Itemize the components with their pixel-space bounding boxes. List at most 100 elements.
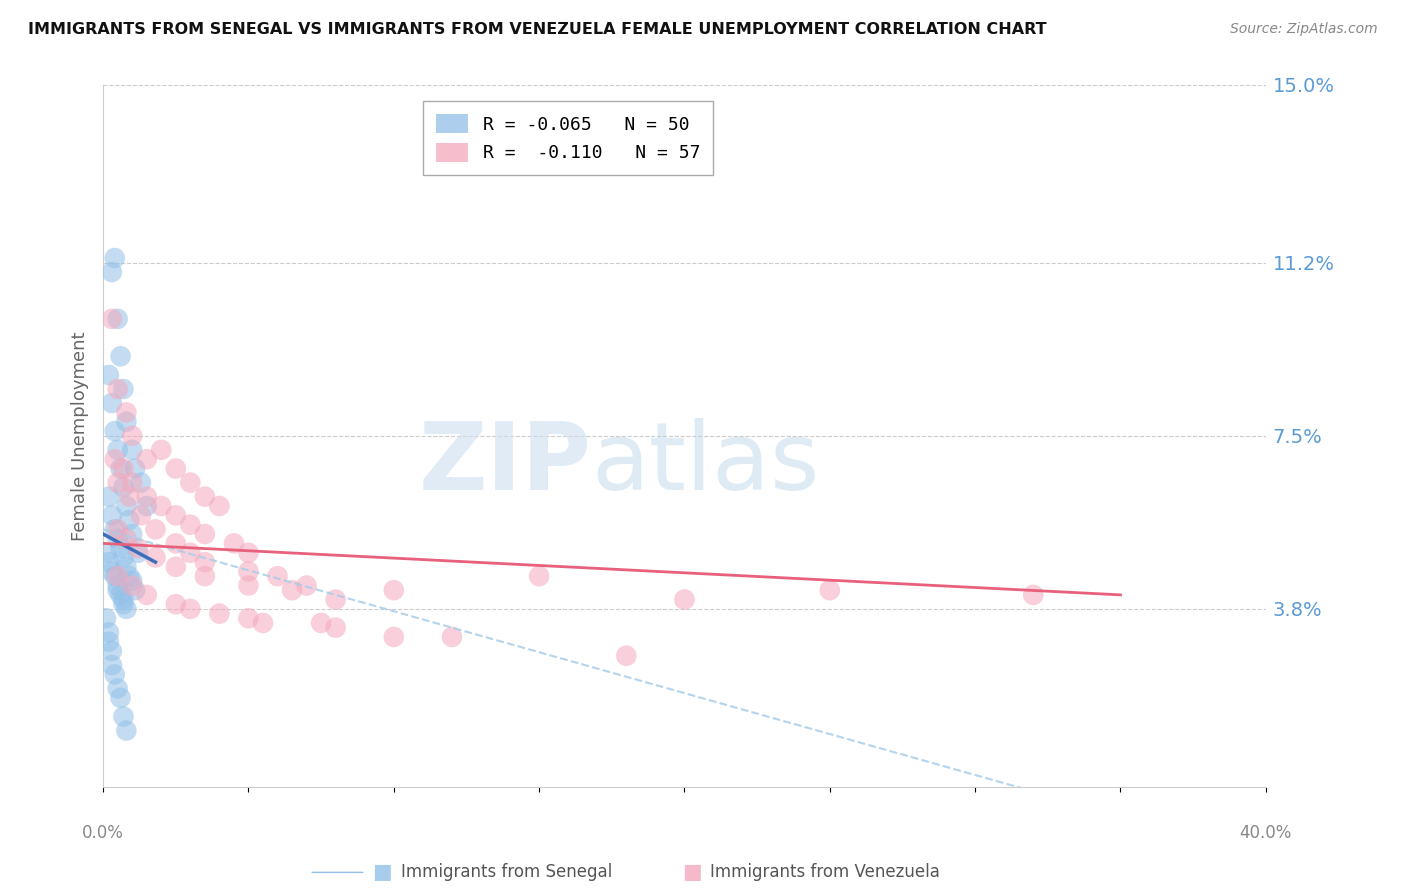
Point [110, 349, 132, 363]
Point [281, 583, 304, 598]
Point [179, 602, 201, 616]
Point [115, 723, 138, 738]
Point [165, 536, 187, 550]
Point [115, 405, 138, 419]
Point [818, 583, 841, 598]
Point [107, 475, 129, 490]
Point [382, 583, 405, 598]
Point [179, 517, 201, 532]
Point [165, 597, 187, 611]
Point [527, 569, 550, 583]
Point [110, 690, 132, 705]
Point [110, 588, 132, 602]
Point [325, 621, 347, 635]
Point [101, 508, 124, 523]
Point [165, 559, 187, 574]
Point [112, 592, 135, 607]
Point [101, 265, 124, 279]
Point [115, 602, 138, 616]
Text: atlas: atlas [592, 417, 820, 510]
Point [112, 597, 135, 611]
Point [129, 508, 152, 523]
Point [101, 565, 124, 579]
Point [165, 508, 187, 523]
Point [145, 550, 167, 565]
Point [266, 569, 288, 583]
Point [325, 592, 347, 607]
Point [115, 532, 138, 546]
Point [112, 550, 135, 565]
Text: IMMIGRANTS FROM SENEGAL VS IMMIGRANTS FROM VENEZUELA FEMALE UNEMPLOYMENT CORRELA: IMMIGRANTS FROM SENEGAL VS IMMIGRANTS FR… [28, 22, 1046, 37]
Point [104, 424, 127, 438]
Point [97, 625, 120, 640]
Point [121, 475, 143, 490]
Point [104, 452, 127, 467]
Point [107, 569, 129, 583]
Point [118, 513, 141, 527]
Point [135, 490, 157, 504]
Point [127, 541, 149, 555]
Point [614, 648, 637, 663]
Point [101, 644, 124, 658]
Point [118, 569, 141, 583]
Point [104, 569, 127, 583]
Point [101, 396, 124, 410]
Point [121, 527, 143, 541]
Point [118, 490, 141, 504]
Point [309, 615, 332, 630]
Point [112, 382, 135, 396]
Point [101, 658, 124, 673]
Text: ZIP: ZIP [419, 417, 592, 510]
Point [124, 583, 146, 598]
Point [107, 382, 129, 396]
Point [110, 461, 132, 475]
Point [107, 532, 129, 546]
Point [97, 368, 120, 382]
Point [121, 429, 143, 443]
Text: 0.0%: 0.0% [82, 824, 124, 842]
Text: ■: ■ [373, 863, 392, 882]
Point [101, 311, 124, 326]
Point [121, 574, 143, 588]
Point [112, 709, 135, 723]
Point [104, 522, 127, 536]
Point [135, 452, 157, 467]
Point [208, 607, 231, 621]
Point [104, 251, 127, 265]
Point [115, 559, 138, 574]
Text: Immigrants from Senegal: Immigrants from Senegal [401, 863, 612, 881]
Point [1022, 588, 1045, 602]
Point [121, 578, 143, 592]
Point [382, 630, 405, 644]
Point [129, 475, 152, 490]
Point [135, 499, 157, 513]
Point [115, 499, 138, 513]
Text: ■: ■ [682, 863, 702, 882]
Point [673, 592, 696, 607]
Point [145, 522, 167, 536]
Point [194, 527, 217, 541]
Y-axis label: Female Unemployment: Female Unemployment [72, 331, 89, 541]
Point [112, 480, 135, 494]
Text: Source: ZipAtlas.com: Source: ZipAtlas.com [1230, 22, 1378, 37]
Point [97, 490, 120, 504]
Point [194, 555, 217, 569]
Point [135, 588, 157, 602]
Text: 40.0%: 40.0% [1240, 824, 1292, 842]
Point [94, 611, 117, 625]
Point [222, 536, 245, 550]
Point [150, 442, 173, 457]
Point [107, 578, 129, 592]
Point [179, 546, 201, 560]
Point [194, 569, 217, 583]
Point [107, 442, 129, 457]
Point [295, 578, 318, 592]
Point [238, 546, 260, 560]
Point [97, 634, 120, 648]
Point [252, 615, 274, 630]
Point [150, 499, 173, 513]
Point [124, 461, 146, 475]
Point [94, 546, 117, 560]
Point [112, 461, 135, 475]
Point [165, 461, 187, 475]
